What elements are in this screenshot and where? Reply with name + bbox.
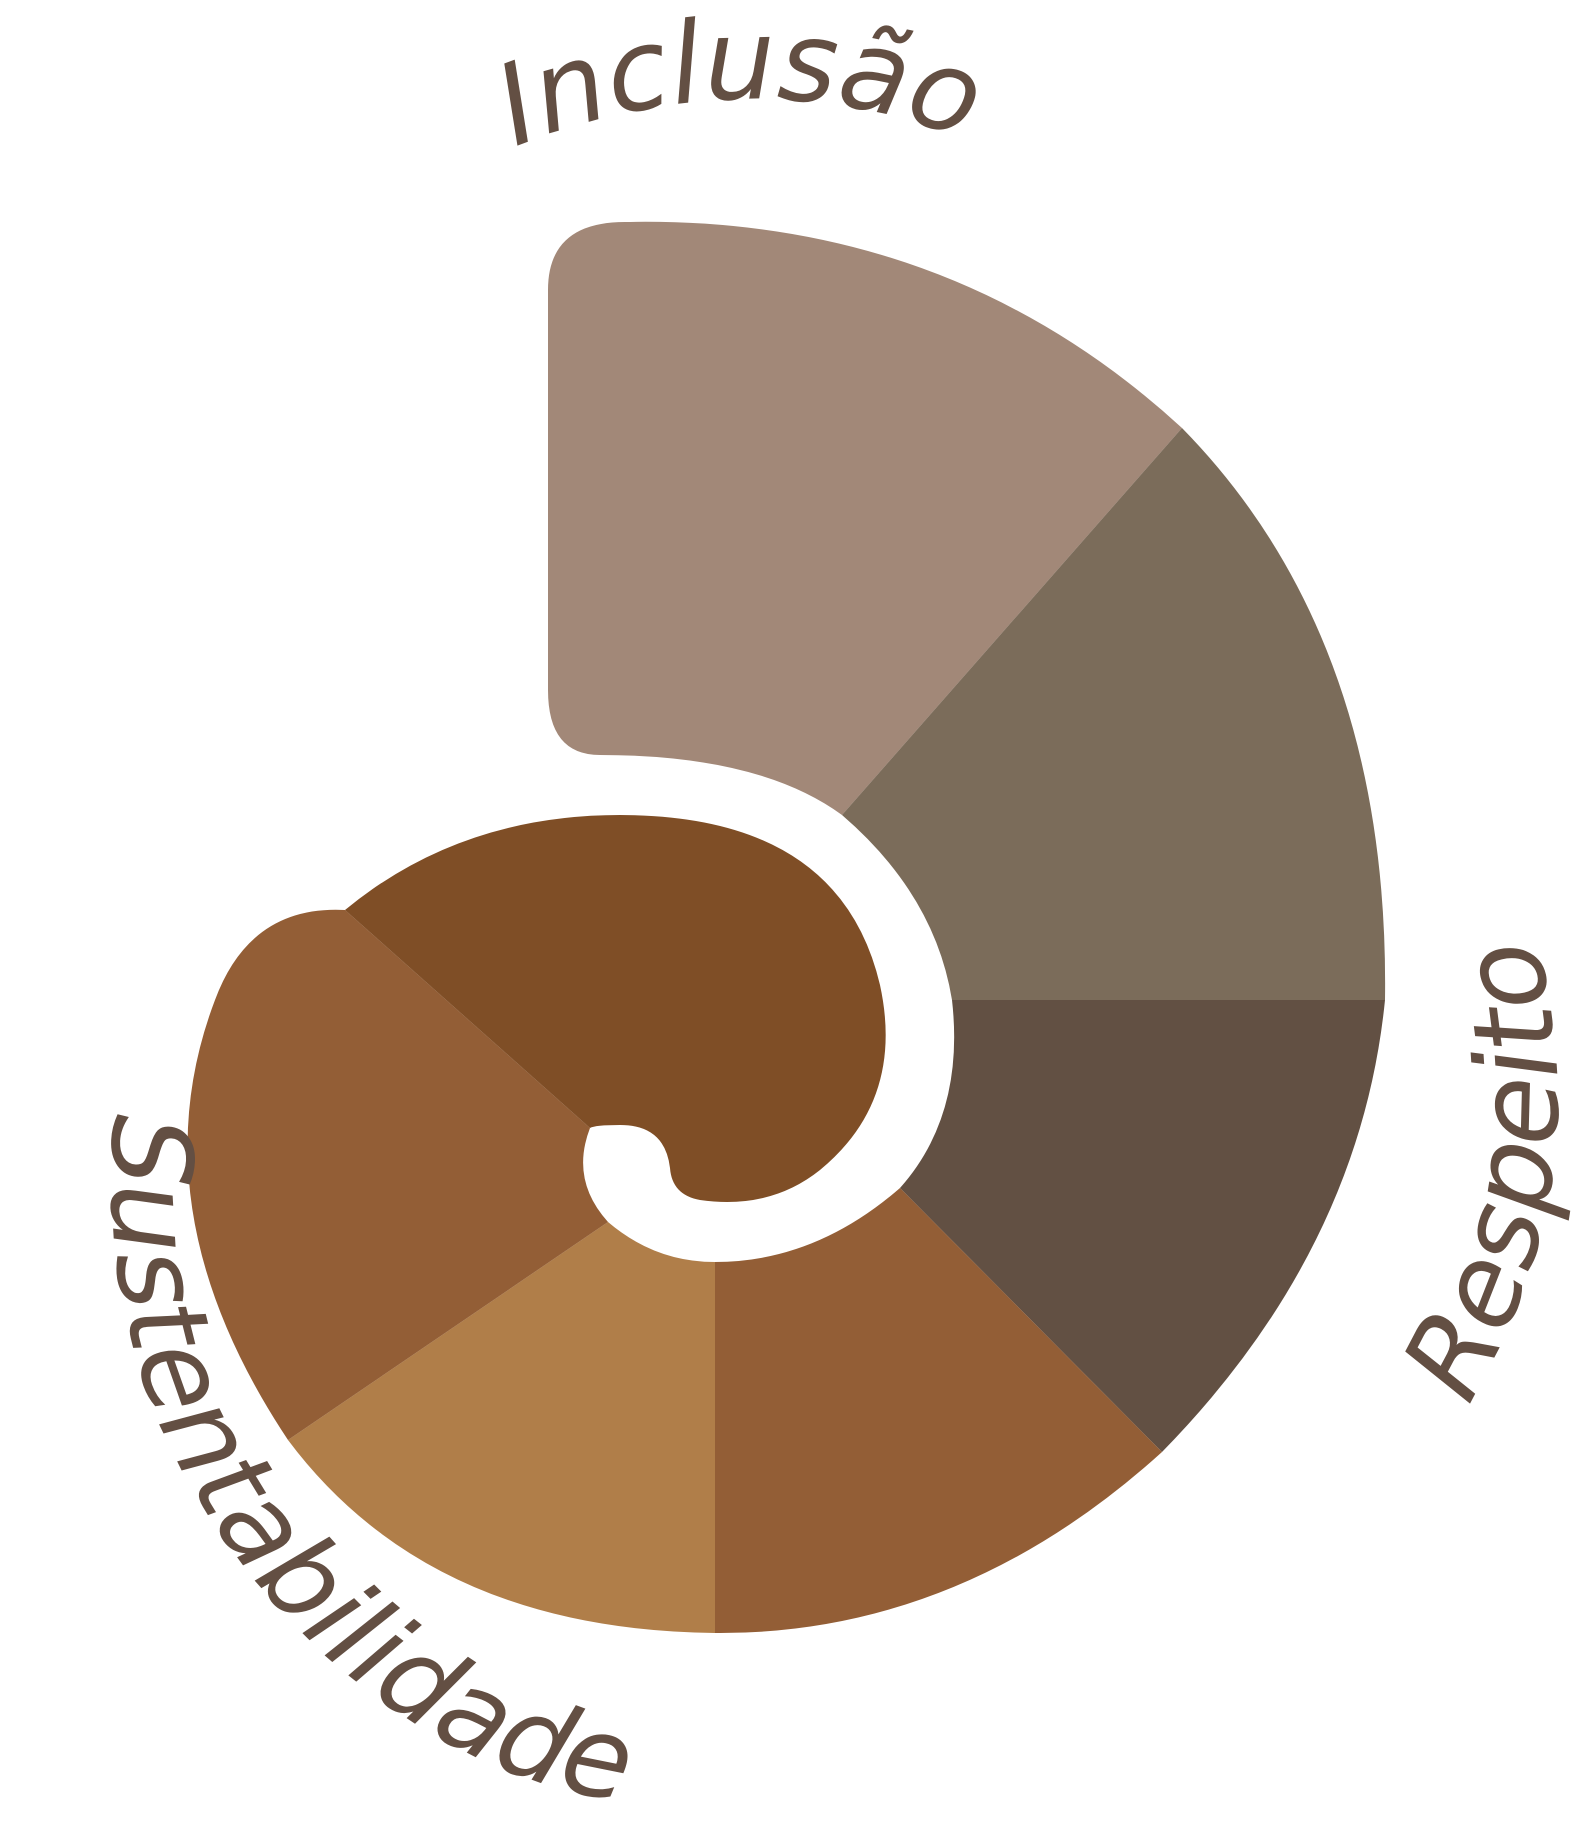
segment-outer-top xyxy=(548,221,1182,815)
segment-outer-right-upper xyxy=(842,428,1386,1000)
label-inclusao: Inclusão xyxy=(479,0,999,172)
label-respeito: Respeito xyxy=(1377,930,1578,1419)
segment-bottom-right xyxy=(715,1188,1162,1634)
segment-outer-right-lower xyxy=(900,1000,1385,1452)
segment-bottom-left xyxy=(288,1222,715,1633)
segment-left xyxy=(187,909,608,1440)
segment-inner xyxy=(345,815,886,1202)
